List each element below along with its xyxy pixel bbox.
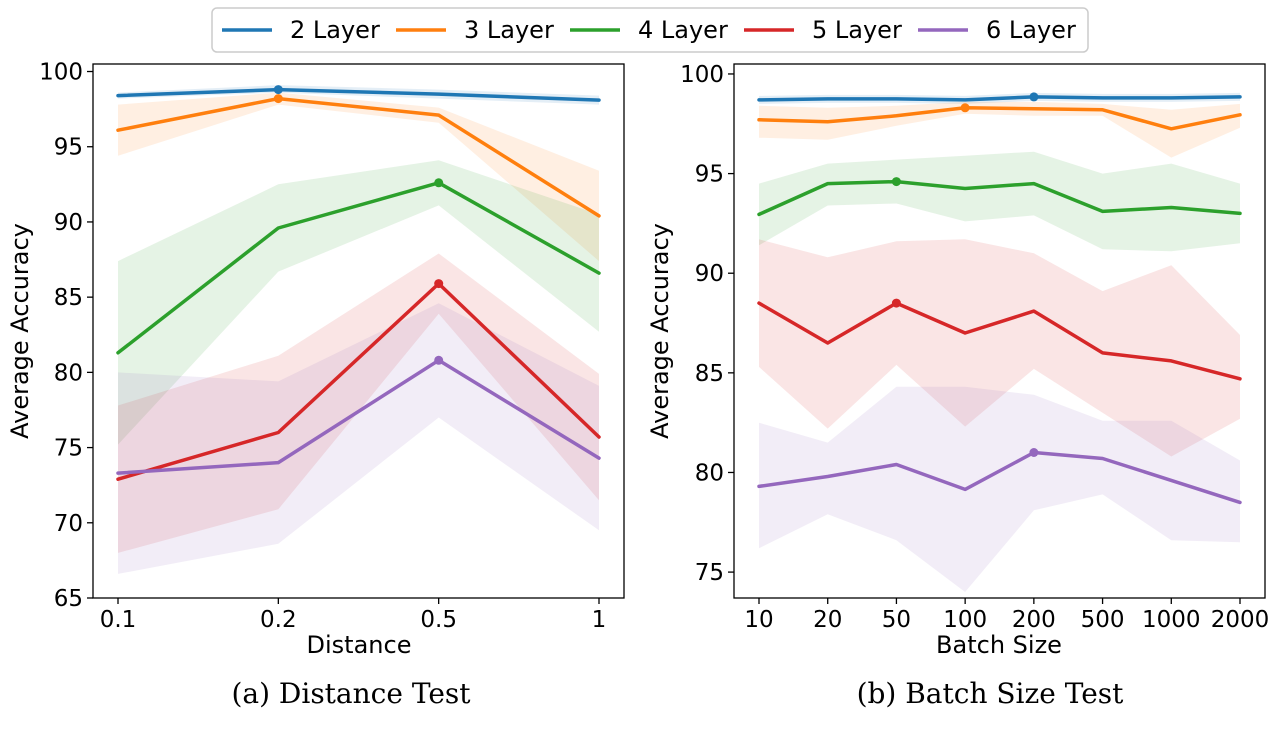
distance-test-ytick-label: 80 bbox=[54, 360, 83, 386]
distance-test-best-point-3-layer bbox=[273, 94, 283, 104]
batch-size-test-xtick-label: 2000 bbox=[1211, 607, 1270, 633]
batch-size-test-best-point-5-layer bbox=[891, 298, 901, 308]
distance-test-xtick-label: 0.5 bbox=[420, 607, 457, 633]
legend-label-4-layer: 4 Layer bbox=[638, 16, 728, 44]
batch-size-test-caption: (b) Batch Size Test bbox=[857, 677, 1125, 710]
batch-size-test-line-3-layer bbox=[757, 106, 1242, 131]
distance-test-caption: (a) Distance Test bbox=[231, 677, 471, 710]
distance-test-line-4-layer bbox=[116, 181, 601, 355]
batch-size-test-xtick-label: 20 bbox=[813, 607, 842, 633]
batch-size-test-xtick-label: 50 bbox=[882, 607, 911, 633]
distance-test-best-point-6-layer bbox=[434, 355, 444, 365]
distance-test-band-3-layer bbox=[118, 92, 599, 262]
batch-size-test-best-point-3-layer bbox=[960, 103, 970, 113]
batch-size-test-ylabel: Average Accuracy bbox=[646, 223, 674, 439]
distance-test-line-6-layer bbox=[116, 358, 601, 475]
batch-size-test-best-point-4-layer bbox=[891, 177, 901, 187]
distance-test-axes-frame bbox=[92, 63, 625, 599]
batch-size-test-ytick-label: 100 bbox=[680, 62, 724, 88]
distance-test-best-point-5-layer bbox=[434, 279, 444, 289]
batch-size-test-line-6-layer bbox=[757, 450, 1242, 505]
batch-size-test-line-5-layer bbox=[757, 301, 1242, 381]
batch-size-test-band-3-layer bbox=[759, 101, 1240, 158]
batch-size-test-xtick-label: 1000 bbox=[1142, 607, 1201, 633]
batch-size-test-ytick-label: 90 bbox=[695, 261, 724, 287]
legend-label-3-layer: 3 Layer bbox=[464, 16, 554, 44]
batch-size-test-xtick-label: 10 bbox=[744, 607, 773, 633]
legend: 2 Layer 3 Layer 4 Layer 5 Layer 6 Layer bbox=[211, 7, 1089, 53]
distance-test-ytick-label: 90 bbox=[54, 210, 83, 236]
distance-test-ytick-label: 95 bbox=[54, 135, 83, 161]
batch-size-test-best-point-2-layer bbox=[1029, 92, 1039, 102]
distance-test-xtick-label: 0.2 bbox=[260, 607, 297, 633]
batch-size-test-ytick-label: 95 bbox=[695, 162, 724, 188]
distance-test-xlabel: Distance bbox=[307, 631, 412, 659]
batch-size-test-axes-frame bbox=[733, 63, 1266, 599]
batch-size-test-xtick-label: 200 bbox=[1012, 607, 1056, 633]
legend-entry-2-layer: 2 Layer bbox=[222, 16, 380, 44]
distance-test-xtick-label: 1 bbox=[592, 607, 607, 633]
distance-test-ytick-label: 100 bbox=[39, 60, 83, 86]
batch-size-test-panel: 75 80 85 90 95 100 10 20 50 100 200 500 1000 2000 Bat… bbox=[646, 62, 1269, 710]
legend-entry-4-layer: 4 Layer bbox=[570, 16, 728, 44]
distance-test-ytick-label: 85 bbox=[54, 285, 83, 311]
batch-size-test-band-5-layer bbox=[759, 239, 1240, 457]
distance-test-ytick-label: 75 bbox=[54, 436, 83, 462]
distance-test-xtick-label: 0.1 bbox=[100, 607, 137, 633]
legend-label-5-layer: 5 Layer bbox=[812, 16, 902, 44]
batch-size-test-line-2-layer bbox=[757, 95, 1242, 102]
legend-label-6-layer: 6 Layer bbox=[986, 16, 1076, 44]
distance-test-line-2-layer bbox=[116, 87, 601, 102]
distance-test-ylabel: Average Accuracy bbox=[6, 223, 34, 439]
distance-test-best-point-4-layer bbox=[434, 178, 444, 188]
legend-entry-6-layer: 6 Layer bbox=[918, 16, 1076, 44]
legend-entry-5-layer: 5 Layer bbox=[744, 16, 902, 44]
legend-frame bbox=[211, 7, 1089, 53]
distance-test-band-5-layer bbox=[118, 253, 599, 553]
batch-size-test-ytick-label: 85 bbox=[695, 361, 724, 387]
batch-size-test-ytick-label: 75 bbox=[695, 560, 724, 586]
distance-test-best-point-2-layer bbox=[273, 85, 283, 95]
batch-size-test-ytick-label: 80 bbox=[695, 460, 724, 486]
distance-test-band-4-layer bbox=[118, 160, 599, 445]
batch-size-test-best-point-6-layer bbox=[1029, 448, 1039, 457]
legend-label-2-layer: 2 Layer bbox=[290, 16, 380, 44]
batch-size-test-line-4-layer bbox=[757, 179, 1242, 217]
distance-test-line-3-layer bbox=[116, 96, 601, 218]
batch-size-test-xtick-label: 100 bbox=[943, 607, 987, 633]
batch-size-test-band-4-layer bbox=[759, 151, 1240, 252]
batch-size-test-xlabel: Batch Size bbox=[936, 631, 1062, 659]
distance-test-line-5-layer bbox=[116, 281, 601, 481]
distance-test-ytick-label: 65 bbox=[54, 586, 83, 612]
distance-test-ytick-label: 70 bbox=[54, 511, 83, 537]
distance-test-band-6-layer bbox=[118, 303, 599, 574]
batch-size-test-band-6-layer bbox=[759, 386, 1240, 592]
distance-test-panel: 65 70 75 80 85 90 95 100 0.1 0.2 0.5 1 Distance Ave… bbox=[6, 60, 625, 710]
batch-size-test-xtick-label: 500 bbox=[1081, 607, 1125, 633]
legend-entry-3-layer: 3 Layer bbox=[396, 16, 554, 44]
